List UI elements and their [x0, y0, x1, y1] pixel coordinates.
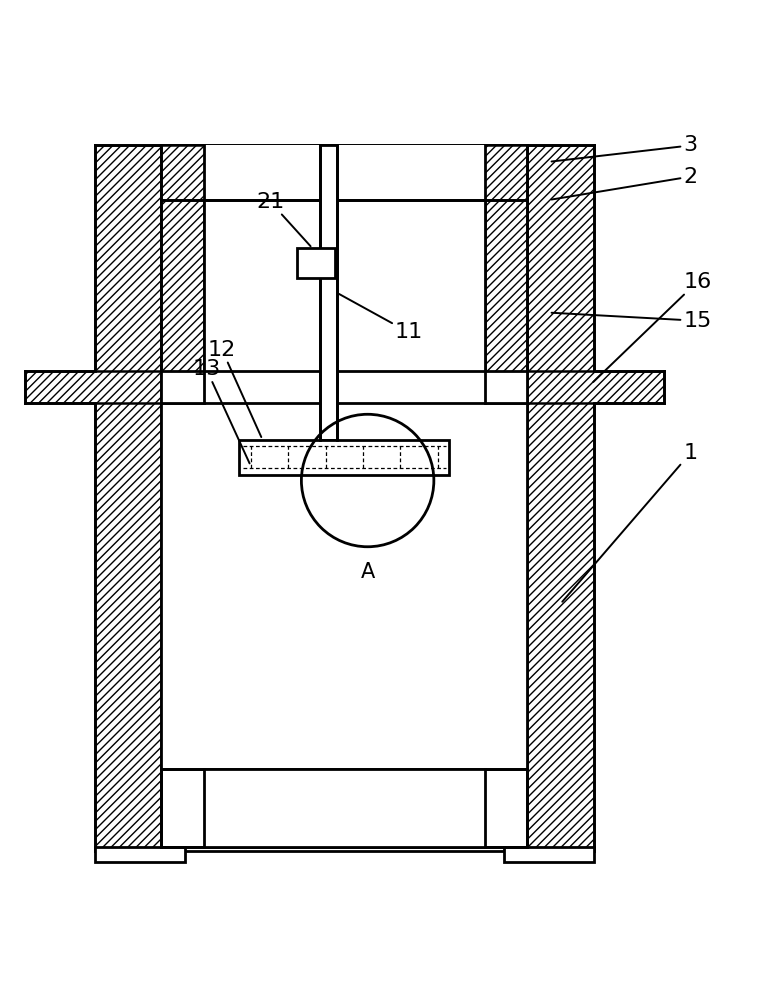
Bar [204, 769, 485, 847]
Text: 2: 2 [551, 167, 698, 200]
Bar [204, 145, 485, 403]
Text: 21: 21 [256, 192, 310, 246]
Text: 16: 16 [594, 272, 712, 382]
Text: 3: 3 [551, 135, 698, 161]
Bar [239, 440, 450, 475]
Bar [297, 248, 335, 278]
Bar [95, 847, 185, 862]
Bar [204, 145, 485, 200]
Text: 11: 11 [339, 294, 423, 342]
Bar [161, 769, 527, 847]
Bar [504, 847, 594, 862]
Bar [161, 145, 527, 200]
Text: 13: 13 [192, 359, 249, 463]
Bar [527, 371, 664, 403]
Text: 12: 12 [208, 340, 261, 437]
Bar [485, 145, 527, 403]
Text: A: A [361, 562, 375, 582]
Bar [161, 371, 527, 403]
Bar [527, 145, 594, 851]
Bar [320, 145, 337, 440]
Bar [25, 371, 161, 403]
Bar [95, 145, 161, 851]
Text: 15: 15 [551, 311, 712, 331]
Bar [161, 145, 527, 851]
Text: 1: 1 [562, 443, 698, 602]
Bar [161, 145, 204, 403]
